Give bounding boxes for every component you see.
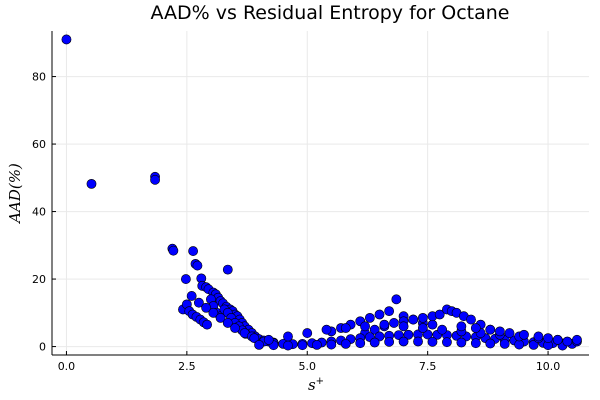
scatter-point bbox=[552, 334, 563, 345]
scatter-point bbox=[389, 318, 399, 328]
scatter-point bbox=[302, 328, 313, 338]
scatter-point bbox=[208, 307, 219, 318]
scatter-point bbox=[86, 178, 97, 189]
scatter-point bbox=[427, 336, 438, 347]
axes bbox=[51, 31, 589, 356]
y-tick-label: 60 bbox=[32, 138, 46, 151]
x-tick-label: 10.0 bbox=[536, 360, 561, 373]
scatter-point bbox=[254, 339, 264, 350]
scatter-point bbox=[403, 329, 414, 340]
y-axis-label: AAD(%) bbox=[6, 163, 24, 225]
scatter-point bbox=[485, 338, 496, 349]
x-ticks: 0.0 2.5 5.0 7.5 10.0 bbox=[58, 351, 561, 373]
scatter-point bbox=[355, 338, 366, 349]
scatter-point bbox=[413, 336, 423, 347]
scatter-point bbox=[466, 314, 476, 325]
scatter-point bbox=[384, 306, 395, 317]
scatter-point bbox=[543, 333, 553, 344]
scatter-point bbox=[201, 302, 212, 313]
scatter-point bbox=[61, 34, 72, 45]
scatter-point bbox=[364, 312, 375, 323]
scatter-point bbox=[188, 246, 199, 256]
scatter-point bbox=[417, 323, 428, 333]
scatter-point bbox=[369, 324, 380, 335]
scatter-point bbox=[456, 321, 467, 332]
scatter-point bbox=[340, 323, 351, 333]
scatter-point bbox=[311, 339, 322, 350]
scatter-point bbox=[470, 338, 481, 349]
scatter-points bbox=[61, 34, 582, 351]
scatter-point bbox=[192, 260, 203, 271]
scatter-point bbox=[283, 340, 293, 351]
scatter-point bbox=[222, 264, 233, 275]
scatter-point bbox=[283, 331, 293, 342]
scatter-point bbox=[249, 333, 260, 344]
scatter-point bbox=[374, 309, 385, 320]
x-axis-label-main: s bbox=[308, 376, 316, 394]
scatter-point bbox=[369, 337, 380, 348]
y-tick-label: 80 bbox=[32, 71, 46, 84]
x-axis-label-superscript: + bbox=[316, 376, 324, 387]
scatter-point bbox=[434, 309, 445, 320]
scatter-point bbox=[456, 337, 467, 348]
scatter-point bbox=[504, 328, 515, 338]
x-tick-label: 5.0 bbox=[299, 360, 317, 373]
scatter-point bbox=[495, 326, 505, 337]
scatter-point bbox=[193, 297, 204, 308]
scatter-point bbox=[533, 331, 544, 342]
scatter-point bbox=[398, 336, 409, 347]
scatter-point bbox=[263, 334, 274, 345]
y-ticks: 0 20 40 60 80 bbox=[32, 71, 56, 354]
scatter-point bbox=[321, 324, 332, 335]
scatter-point bbox=[485, 324, 496, 335]
scatter-point bbox=[519, 329, 529, 340]
x-tick-label: 0.0 bbox=[58, 360, 76, 373]
scatter-point bbox=[572, 334, 582, 345]
scatter-point bbox=[326, 339, 337, 350]
scatter-point bbox=[379, 319, 390, 330]
scatter-point bbox=[437, 324, 448, 335]
scatter-point bbox=[398, 321, 409, 332]
scatter-point bbox=[186, 291, 197, 301]
y-tick-label: 40 bbox=[32, 206, 46, 219]
scatter-point bbox=[528, 339, 539, 350]
scatter-point bbox=[408, 314, 419, 325]
scatter-point bbox=[391, 294, 402, 305]
scatter-point bbox=[202, 319, 212, 330]
scatter-point bbox=[384, 336, 395, 347]
scatter-point bbox=[297, 340, 308, 351]
scatter-point bbox=[215, 312, 226, 323]
scatter-point bbox=[562, 336, 573, 347]
x-axis-label: s+ bbox=[308, 376, 324, 394]
scatter-point bbox=[427, 319, 438, 330]
scatter-point bbox=[417, 312, 428, 323]
scatter-point bbox=[360, 321, 370, 332]
x-tick-label: 7.5 bbox=[419, 360, 437, 373]
y-tick-label: 20 bbox=[32, 273, 46, 286]
scatter-point bbox=[442, 337, 452, 348]
scatter-point bbox=[168, 245, 179, 256]
chart-title: AAD% vs Residual Entropy for Octane bbox=[151, 2, 510, 24]
x-tick-label: 2.5 bbox=[178, 360, 196, 373]
scatter-point bbox=[340, 338, 351, 349]
scatter-point bbox=[180, 274, 191, 284]
grid bbox=[52, 31, 589, 355]
scatter-point bbox=[230, 323, 240, 333]
scatter-point bbox=[499, 338, 510, 349]
scatter-point bbox=[222, 318, 233, 328]
scatter-point bbox=[150, 174, 160, 185]
scatter-point bbox=[470, 323, 481, 333]
y-tick-label: 0 bbox=[39, 341, 46, 354]
